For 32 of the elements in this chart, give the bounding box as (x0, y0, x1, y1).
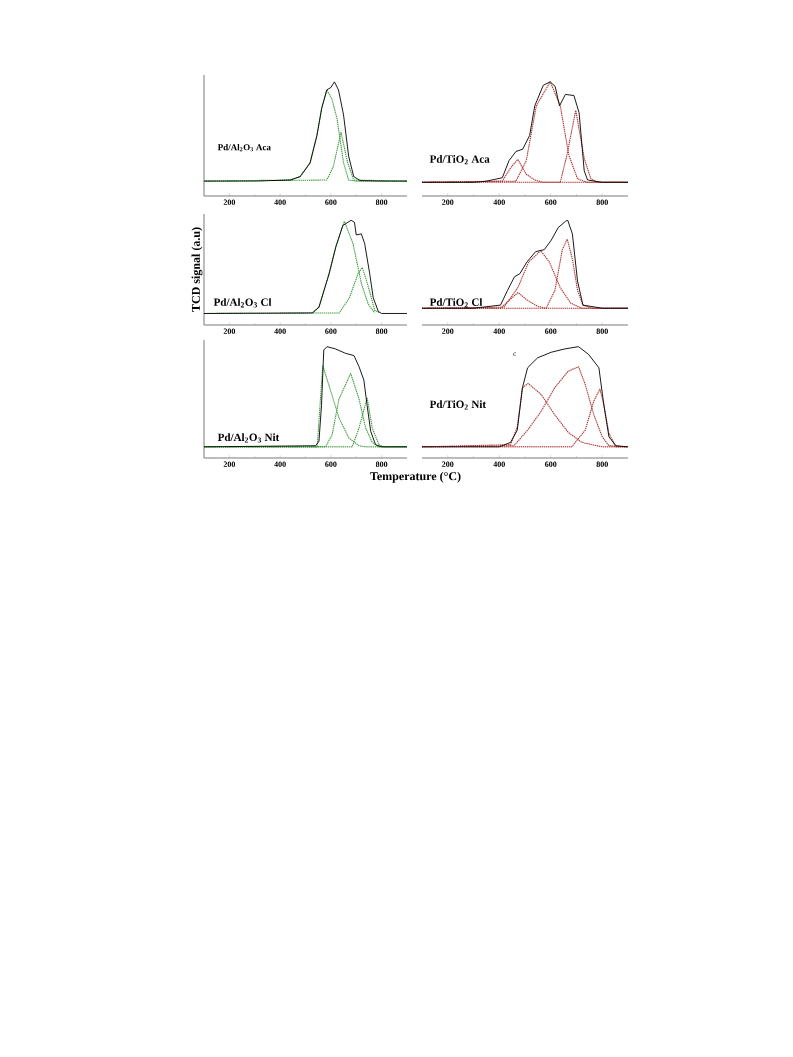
x-tick-label: 200 (442, 461, 454, 467)
x-tick-label: 200 (223, 328, 236, 334)
x-tick-label: 600 (325, 461, 337, 467)
x-tick-label: 800 (375, 199, 388, 205)
x-tick-label: 200 (223, 461, 236, 467)
x-tick-label: 400 (493, 328, 505, 334)
x-tick-label: 800 (375, 328, 388, 334)
x-tick-label: 400 (274, 199, 286, 205)
x-tick-label: 200 (442, 328, 454, 334)
x-tick-label: 400 (493, 461, 505, 467)
x-tick-label: 800 (596, 461, 608, 467)
x-tick-label: 800 (375, 461, 388, 467)
text: Pd/Al$_{2}$O$_{3}$ Aca (217, 143, 271, 152)
x-tick-label: 400 (274, 461, 286, 467)
text: Pd/Al$_{2}$O$_{3}$ Cl (213, 298, 272, 308)
x-axis-title: Temperature (°C) (370, 471, 461, 483)
x-tick-label: 600 (545, 328, 557, 334)
x-tick-label: 600 (325, 328, 337, 334)
text: Pd/TiO$_{2}$ Nit (429, 400, 487, 410)
x-tick-label: 400 (493, 199, 505, 205)
x-tick-label: 200 (442, 199, 454, 205)
x-tick-label: 800 (596, 328, 608, 334)
x-tick-label: 600 (325, 199, 337, 205)
x-tick-label: 800 (596, 199, 608, 205)
x-tick-label: 600 (545, 461, 557, 467)
x-tick-label: 400 (274, 328, 286, 334)
y-axis-title: TCD signal (a.u) (191, 227, 203, 312)
x-tick-label: 200 (223, 199, 236, 205)
text: Pd/TiO$_{2}$ Cl (429, 298, 483, 308)
text: Pd/Al$_{2}$O$_{3}$ Nit (217, 433, 280, 443)
text: Pd/TiO$_{2}$ Aca (429, 155, 490, 165)
x-tick-label: 600 (545, 199, 557, 205)
